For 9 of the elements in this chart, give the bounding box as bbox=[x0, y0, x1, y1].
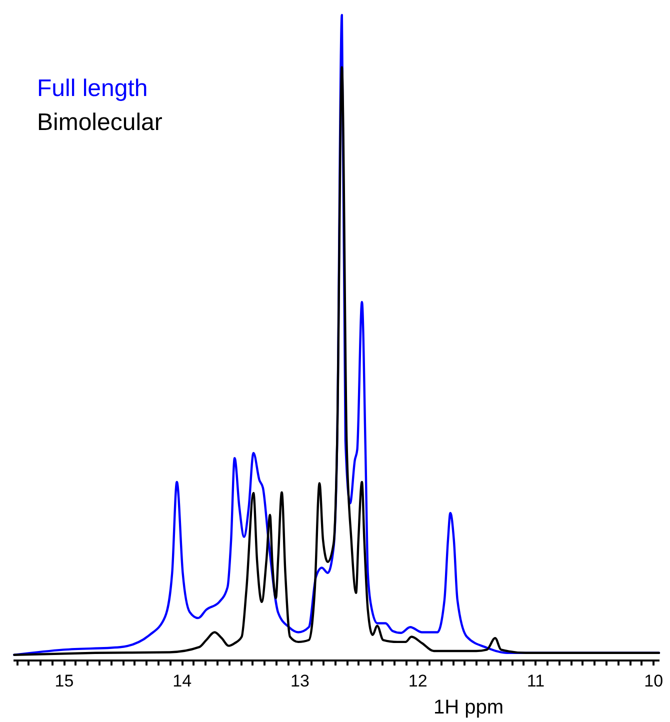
text: Full length bbox=[37, 75, 148, 102]
x-tick-label: 10 bbox=[644, 672, 664, 690]
x-tick-label: 11 bbox=[526, 672, 545, 690]
x-tick-label: 12 bbox=[408, 672, 428, 690]
x-tick-label: 14 bbox=[172, 672, 192, 690]
x-tick-label: 13 bbox=[290, 672, 310, 690]
x-tick-label: 15 bbox=[54, 672, 74, 690]
x-axis-title: 1H ppm bbox=[433, 696, 504, 718]
text: Bimolecular bbox=[37, 109, 162, 136]
